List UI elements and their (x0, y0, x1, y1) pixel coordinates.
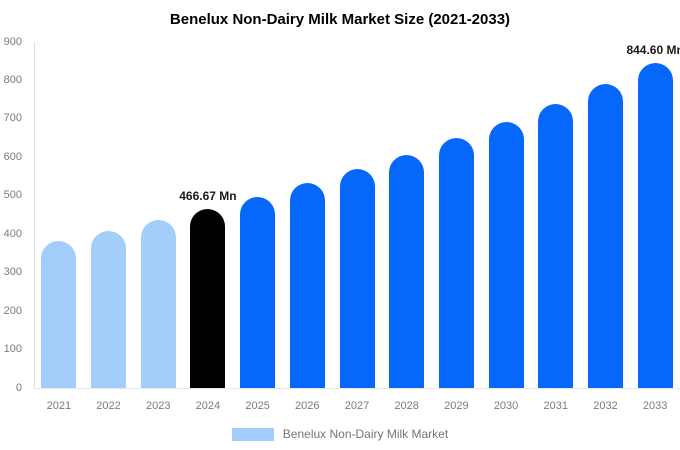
x-tick-label-2021: 2021 (46, 400, 72, 412)
legend-item[interactable]: Benelux Non-Dairy Milk Market (0, 426, 680, 442)
bar-2022[interactable] (91, 230, 127, 388)
bar-2023[interactable] (140, 219, 176, 388)
x-tick-label-2031: 2031 (543, 400, 568, 412)
x-tick-label-2033: 2033 (642, 400, 668, 412)
x-tick-label-2027: 2027 (344, 400, 370, 412)
legend-label: Benelux Non-Dairy Milk Market (282, 427, 449, 441)
y-tick-label-900: 900 (3, 35, 22, 48)
x-axis-line (34, 388, 680, 389)
x-tick-label-2022: 2022 (96, 400, 121, 412)
bar-2032[interactable] (587, 83, 623, 388)
y-tick-label-400: 400 (3, 227, 22, 240)
x-tick-label-2026: 2026 (295, 400, 320, 412)
legend-swatch (231, 427, 274, 441)
y-tick-label-200: 200 (3, 304, 22, 317)
bar-2027[interactable] (339, 169, 375, 388)
bar-2021[interactable] (41, 240, 77, 388)
bar-2024[interactable] (190, 208, 226, 388)
y-tick-label-0: 0 (15, 381, 22, 394)
bar-2025[interactable] (240, 196, 276, 388)
bar-2026[interactable] (289, 183, 325, 388)
x-tick-label-2024: 2024 (195, 400, 221, 412)
x-tick-label-2030: 2030 (493, 400, 519, 412)
bar-2029[interactable] (438, 138, 474, 388)
x-tick-label-2025: 2025 (245, 400, 270, 412)
y-tick-label-100: 100 (3, 343, 22, 356)
y-axis-line (34, 42, 35, 388)
y-tick-label-600: 600 (3, 150, 22, 163)
bar-2033[interactable] (637, 63, 673, 388)
y-tick-label-500: 500 (3, 189, 22, 202)
x-tick-label-2023: 2023 (145, 400, 171, 412)
bar-2028[interactable] (389, 154, 425, 388)
bar-value-label-2024: 466.67 Mn (179, 188, 237, 203)
bar-value-label-2033: 844.60 Mn (626, 43, 680, 58)
x-tick-label-2028: 2028 (394, 400, 419, 412)
x-tick-label-2032: 2032 (593, 400, 618, 412)
chart-title: Benelux Non-Dairy Milk Market Size (2021… (169, 11, 511, 28)
bar-2031[interactable] (538, 103, 574, 388)
x-tick-label-2029: 2029 (444, 400, 469, 412)
y-tick-label-300: 300 (3, 266, 22, 279)
y-tick-label-700: 700 (3, 112, 22, 125)
y-tick-label-800: 800 (3, 73, 22, 86)
bar-2030[interactable] (488, 121, 524, 388)
